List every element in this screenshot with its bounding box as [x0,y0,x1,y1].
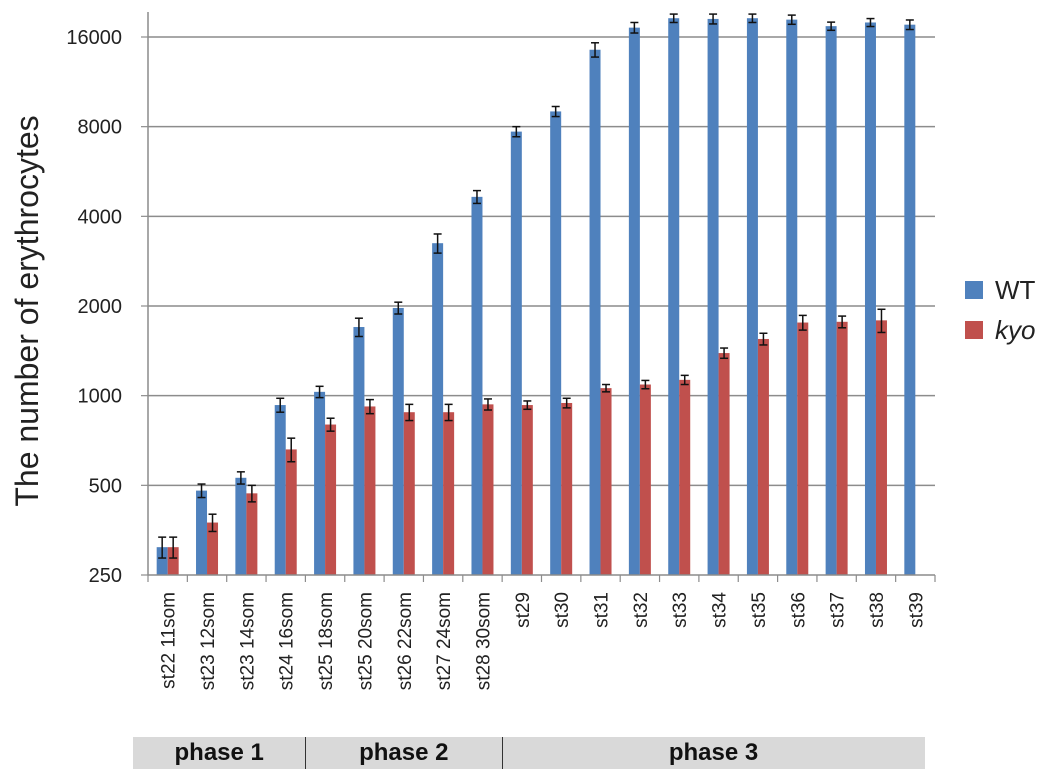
x-tick-label: st36 [788,592,809,628]
y-tick-labels: 250 500 1000 2000 4000 8000 16000 [66,27,122,587]
y-tick-label: 250 [89,565,122,587]
y-tick-label: 8000 [78,117,123,139]
bar-kyo [167,547,179,575]
bar-wt [746,18,758,576]
bar-kyo [600,388,612,575]
bar-kyo [482,404,494,575]
x-tick-label: st35 [749,592,770,628]
bar-kyo [443,412,455,575]
x-tick-label: st25 20som [355,592,376,690]
x-tick-label: st32 [631,592,652,628]
bar-kyo [679,379,691,575]
bar-wt [274,405,286,575]
phase-bar: phase 1 phase 2 phase 3 [133,737,925,769]
bar-wt [471,196,483,575]
bar-kyo [403,412,415,575]
legend-item-wt: WT [965,270,1035,310]
legend-label-kyo: kyo [995,314,1036,345]
bar-wt [589,49,601,575]
x-tick-labels: st22 11som st23 12som st23 14som st24 16som… [159,592,928,691]
bar-kyo [246,493,258,575]
x-tick-label: st38 [867,592,888,628]
wt-swatch [965,281,983,299]
bar-wt [628,27,640,576]
bar-wt [510,131,522,575]
phase-2-label: phase 2 [359,739,449,766]
x-tick-label: st33 [670,592,691,628]
bar-wt [156,547,168,575]
bar-kyo [797,322,809,575]
bar-wt [550,111,562,576]
bar-wt [707,18,719,575]
x-tick-label: st23 12som [198,592,219,690]
bar-kyo [364,406,376,575]
x-tick-label: st28 30som [473,592,494,690]
bar-kyo [718,353,730,575]
x-tick-label: st37 [828,592,849,628]
y-tick-label: 1000 [78,386,123,408]
legend-label-wt: WT [995,274,1036,305]
x-tick-label: st27 24som [434,592,455,690]
phase-3-label: phase 3 [668,739,759,766]
x-tick-label: st31 [592,592,613,628]
x-tick-label: st22 11som [159,592,180,689]
y-tick-label: 2000 [78,296,123,318]
bar-kyo [285,449,297,575]
bar-wt [392,307,404,575]
phase-1-label: phase 1 [174,739,264,766]
legend-item-kyo: kyo [965,310,1035,350]
x-tick-label: st26 22som [395,592,416,690]
y-tick-label: 16000 [66,27,122,49]
bar-wt [314,391,326,575]
x-tick-label: st24 16som [277,592,298,690]
y-tick-label: 4000 [78,206,123,228]
x-tick-label: st25 18som [316,592,337,690]
bar-kyo [836,321,848,575]
bar-kyo [639,384,651,575]
bar-wt [432,243,444,575]
bar-wt [904,24,916,575]
legend: WT kyo [965,270,1035,350]
bar-kyo [325,424,337,575]
bar-kyo [561,402,573,575]
bar-wt [668,18,680,576]
kyo-swatch [965,321,983,339]
bar-wt [786,19,798,576]
x-tick-label: st23 14som [237,592,258,690]
bar-wt [235,477,247,575]
bar-wt [353,327,365,575]
bar-wt [825,26,837,576]
y-tick-label: 500 [89,475,122,497]
gridlines [148,36,935,487]
bar-kyo [757,338,769,575]
axes [141,12,936,582]
x-tick-label: st30 [552,592,573,628]
bar-kyo [207,522,219,575]
x-tick-label: st34 [710,592,731,628]
phase-divider [305,737,307,769]
x-tick-label: st29 [513,592,534,628]
y-axis-label: The number of erythrocytes [9,115,45,506]
x-tick-label: st39 [906,592,927,628]
bar-kyo [875,320,887,575]
bar-wt [864,22,876,576]
phase-divider [502,737,504,769]
bars [156,18,916,576]
error-bars [158,13,914,559]
bar-wt [196,490,208,575]
bar-kyo [521,405,533,575]
